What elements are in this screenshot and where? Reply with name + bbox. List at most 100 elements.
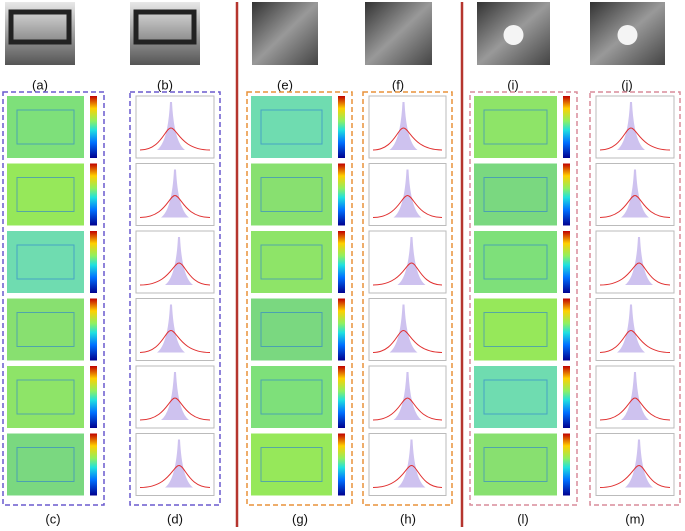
colorbar bbox=[563, 163, 570, 226]
histogram-bars bbox=[617, 304, 645, 353]
feature-detail bbox=[260, 379, 323, 415]
histogram-bars bbox=[625, 439, 653, 488]
feature-map bbox=[474, 433, 557, 496]
top-label: (e) bbox=[277, 77, 293, 92]
colorbar bbox=[338, 298, 345, 361]
histogram-bars bbox=[165, 237, 193, 285]
feature-detail bbox=[16, 447, 75, 482]
feature-detail bbox=[483, 109, 548, 145]
histogram-bars bbox=[625, 237, 653, 285]
dashed-box bbox=[246, 91, 353, 506]
colorbar bbox=[563, 231, 570, 293]
histogram-bars bbox=[617, 102, 645, 150]
feature-detail bbox=[260, 312, 323, 347]
bottom-label: (h) bbox=[400, 511, 416, 526]
feature-detail bbox=[483, 447, 548, 482]
histogram-bars bbox=[621, 372, 649, 420]
feature-map bbox=[474, 298, 557, 361]
histogram-bars bbox=[397, 439, 426, 488]
feature-detail bbox=[16, 177, 75, 212]
dashed-box bbox=[589, 91, 681, 506]
feature-detail bbox=[483, 312, 548, 347]
top-label: (b) bbox=[157, 77, 173, 92]
fit-curve bbox=[372, 194, 443, 218]
fit-curve bbox=[599, 127, 671, 151]
histogram-bars bbox=[393, 372, 422, 420]
fit-curve bbox=[372, 329, 443, 353]
histogram-bars bbox=[621, 169, 649, 218]
feature-detail bbox=[483, 379, 548, 415]
feature-detail bbox=[16, 379, 75, 415]
fit-curve bbox=[599, 194, 671, 218]
histogram-bars bbox=[389, 304, 418, 353]
dashed-box bbox=[362, 91, 453, 506]
histogram-bars bbox=[161, 372, 189, 420]
dashed-box bbox=[129, 91, 221, 506]
colorbar bbox=[338, 163, 345, 226]
feature-map bbox=[251, 231, 332, 293]
histogram-bars bbox=[389, 102, 418, 150]
photo bbox=[252, 2, 318, 65]
colorbar bbox=[563, 433, 570, 496]
feature-map bbox=[474, 231, 557, 293]
top-label: (i) bbox=[507, 77, 519, 92]
photo-detail bbox=[133, 9, 197, 45]
feature-detail bbox=[16, 244, 75, 280]
dashed-box bbox=[2, 91, 105, 506]
colorbar bbox=[90, 231, 97, 293]
fit-curve bbox=[139, 194, 211, 218]
colorbar bbox=[90, 366, 97, 428]
histogram-bars bbox=[397, 237, 426, 285]
top-label: (f) bbox=[392, 77, 404, 92]
fit-curve bbox=[139, 329, 211, 353]
feature-map bbox=[7, 231, 84, 293]
fit-curve bbox=[372, 127, 443, 151]
histogram-bars bbox=[161, 169, 189, 218]
feature-detail bbox=[16, 109, 75, 145]
colorbar bbox=[338, 231, 345, 293]
fit-curve bbox=[139, 127, 211, 151]
colorbar bbox=[563, 366, 570, 428]
fit-curve bbox=[599, 397, 671, 421]
fit-curve bbox=[372, 397, 443, 421]
feature-detail bbox=[260, 177, 323, 212]
histogram-bars bbox=[165, 439, 193, 488]
fit-curve bbox=[139, 262, 211, 286]
photo bbox=[365, 2, 432, 65]
feature-detail bbox=[260, 244, 323, 280]
feature-map bbox=[7, 433, 84, 496]
feature-map bbox=[7, 298, 84, 361]
bottom-label: (d) bbox=[167, 511, 183, 526]
dashed-box bbox=[469, 91, 578, 506]
fit-curve bbox=[139, 464, 211, 488]
feature-map bbox=[474, 366, 557, 428]
bottom-label: (m) bbox=[625, 511, 645, 526]
photo-detail bbox=[8, 9, 72, 45]
feature-detail bbox=[260, 447, 323, 482]
feature-detail bbox=[16, 312, 75, 347]
feature-map bbox=[251, 366, 332, 428]
histogram-bars bbox=[157, 304, 185, 353]
colorbar bbox=[338, 96, 345, 158]
feature-detail bbox=[260, 109, 323, 145]
top-label: (a) bbox=[32, 77, 48, 92]
feature-map bbox=[474, 96, 557, 158]
feature-map bbox=[251, 433, 332, 496]
bottom-label: (l) bbox=[517, 511, 529, 526]
feature-map bbox=[7, 96, 84, 158]
colorbar bbox=[338, 433, 345, 496]
fit-curve bbox=[372, 464, 443, 488]
fit-curve bbox=[599, 464, 671, 488]
feature-detail bbox=[483, 244, 548, 280]
fit-curve bbox=[139, 397, 211, 421]
colorbar bbox=[90, 163, 97, 226]
fit-curve bbox=[372, 262, 443, 286]
bottom-label: (c) bbox=[45, 511, 60, 526]
feature-map bbox=[7, 366, 84, 428]
feature-map bbox=[7, 163, 84, 226]
feature-map bbox=[251, 298, 332, 361]
photo-detail bbox=[503, 25, 524, 45]
colorbar bbox=[90, 433, 97, 496]
colorbar bbox=[90, 298, 97, 361]
feature-map bbox=[251, 163, 332, 226]
